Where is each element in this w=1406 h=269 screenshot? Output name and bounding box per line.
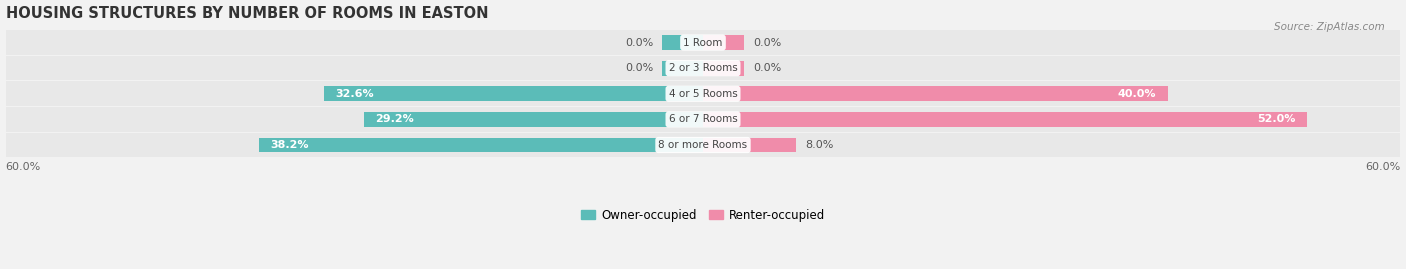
Bar xyxy=(662,35,703,50)
Legend: Owner-occupied, Renter-occupied: Owner-occupied, Renter-occupied xyxy=(576,204,830,226)
Text: HOUSING STRUCTURES BY NUMBER OF ROOMS IN EASTON: HOUSING STRUCTURES BY NUMBER OF ROOMS IN… xyxy=(6,6,488,20)
Text: 40.0%: 40.0% xyxy=(1118,89,1156,99)
Text: 6 or 7 Rooms: 6 or 7 Rooms xyxy=(669,114,737,124)
Text: 60.0%: 60.0% xyxy=(1365,162,1400,172)
Text: 1 Room: 1 Room xyxy=(683,38,723,48)
Text: 8 or more Rooms: 8 or more Rooms xyxy=(658,140,748,150)
Bar xyxy=(259,137,703,153)
Bar xyxy=(703,35,744,50)
Text: 0.0%: 0.0% xyxy=(754,38,782,48)
Bar xyxy=(6,56,1400,80)
Text: 0.0%: 0.0% xyxy=(624,63,652,73)
Text: 4 or 5 Rooms: 4 or 5 Rooms xyxy=(669,89,737,99)
Bar xyxy=(703,61,744,76)
Bar xyxy=(703,112,1308,127)
Text: 0.0%: 0.0% xyxy=(754,63,782,73)
Bar xyxy=(703,137,796,153)
Bar xyxy=(6,82,1400,106)
Bar xyxy=(662,61,703,76)
Bar xyxy=(6,133,1400,157)
Text: 29.2%: 29.2% xyxy=(375,114,413,124)
Text: 60.0%: 60.0% xyxy=(6,162,41,172)
Bar xyxy=(703,86,1168,101)
Bar xyxy=(6,107,1400,132)
Bar xyxy=(364,112,703,127)
Text: Source: ZipAtlas.com: Source: ZipAtlas.com xyxy=(1274,22,1385,31)
Text: 8.0%: 8.0% xyxy=(806,140,834,150)
Text: 0.0%: 0.0% xyxy=(624,38,652,48)
Bar xyxy=(323,86,703,101)
Text: 32.6%: 32.6% xyxy=(336,89,374,99)
Text: 2 or 3 Rooms: 2 or 3 Rooms xyxy=(669,63,737,73)
Text: 52.0%: 52.0% xyxy=(1257,114,1296,124)
Text: 38.2%: 38.2% xyxy=(270,140,309,150)
Bar xyxy=(6,30,1400,55)
